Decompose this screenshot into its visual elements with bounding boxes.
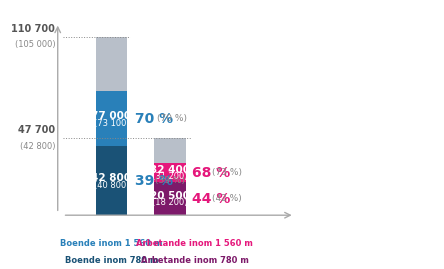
Bar bbox=[95, 146, 127, 215]
Text: (42 800): (42 800) bbox=[20, 142, 55, 151]
Text: (31 200): (31 200) bbox=[152, 172, 188, 181]
Text: Arbetande inom 780 m: Arbetande inom 780 m bbox=[141, 256, 248, 266]
Text: (70 %): (70 %) bbox=[157, 114, 186, 123]
Text: (18 200): (18 200) bbox=[152, 198, 188, 207]
Bar bbox=[154, 139, 186, 163]
Text: 47 700: 47 700 bbox=[18, 125, 55, 135]
Bar bbox=[95, 91, 127, 146]
Text: (42 %): (42 %) bbox=[212, 194, 242, 203]
Text: Boende inom 1 560 m: Boende inom 1 560 m bbox=[60, 239, 163, 248]
Bar bbox=[154, 163, 186, 182]
Text: 77 000: 77 000 bbox=[91, 111, 131, 121]
Text: 68 %: 68 % bbox=[192, 166, 230, 180]
Bar bbox=[154, 182, 186, 215]
Text: (105 000): (105 000) bbox=[15, 40, 55, 49]
Text: 32 400: 32 400 bbox=[150, 165, 190, 175]
Text: 110 700: 110 700 bbox=[12, 24, 55, 34]
Text: Boende inom 780 m: Boende inom 780 m bbox=[65, 256, 158, 266]
Text: 42 800: 42 800 bbox=[91, 173, 131, 183]
Text: (39 %): (39 %) bbox=[155, 176, 185, 185]
Text: (73 %): (73 %) bbox=[212, 168, 242, 177]
Text: 39 %: 39 % bbox=[135, 174, 173, 188]
Text: (73 100): (73 100) bbox=[94, 119, 129, 128]
Bar bbox=[95, 37, 127, 91]
Text: 70 %: 70 % bbox=[135, 112, 173, 126]
Text: 20 500: 20 500 bbox=[150, 191, 190, 201]
Text: (40 800): (40 800) bbox=[94, 181, 129, 190]
Text: Arbetande inom 1 560 m: Arbetande inom 1 560 m bbox=[136, 239, 253, 248]
Text: 44 %: 44 % bbox=[192, 192, 230, 206]
